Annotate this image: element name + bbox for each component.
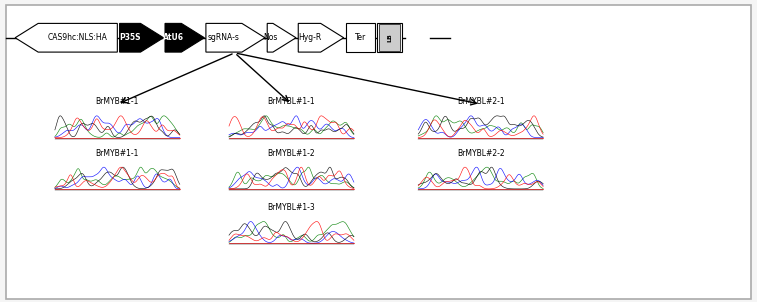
Text: BrMYB#1-1: BrMYB#1-1	[95, 149, 139, 158]
Polygon shape	[120, 24, 164, 52]
Polygon shape	[267, 24, 296, 52]
Polygon shape	[15, 24, 117, 52]
Polygon shape	[298, 24, 344, 52]
Text: BrMYBL#1-3: BrMYBL#1-3	[267, 203, 316, 212]
Text: BrMYBL#2-1: BrMYBL#2-1	[457, 97, 504, 106]
Polygon shape	[165, 24, 204, 52]
Text: LB: LB	[387, 33, 392, 42]
Text: Hyg-R: Hyg-R	[298, 33, 321, 42]
FancyBboxPatch shape	[379, 24, 400, 51]
Text: BrMYBL#2-2: BrMYBL#2-2	[457, 149, 504, 158]
FancyBboxPatch shape	[6, 5, 751, 299]
FancyBboxPatch shape	[377, 24, 402, 52]
Polygon shape	[206, 24, 265, 52]
Text: sgRNA-s: sgRNA-s	[208, 33, 240, 42]
Text: BrMYBL#1-2: BrMYBL#1-2	[268, 149, 315, 158]
Text: Ter: Ter	[355, 33, 366, 42]
Text: CAS9hc:NLS:HA: CAS9hc:NLS:HA	[48, 33, 107, 42]
Text: BrMYB#1-1: BrMYB#1-1	[95, 97, 139, 106]
Text: Nos: Nos	[263, 33, 277, 42]
FancyBboxPatch shape	[346, 24, 375, 52]
Text: BrMYBL#1-1: BrMYBL#1-1	[268, 97, 315, 106]
Text: P35S: P35S	[120, 33, 141, 42]
Text: AtU6: AtU6	[163, 33, 184, 42]
